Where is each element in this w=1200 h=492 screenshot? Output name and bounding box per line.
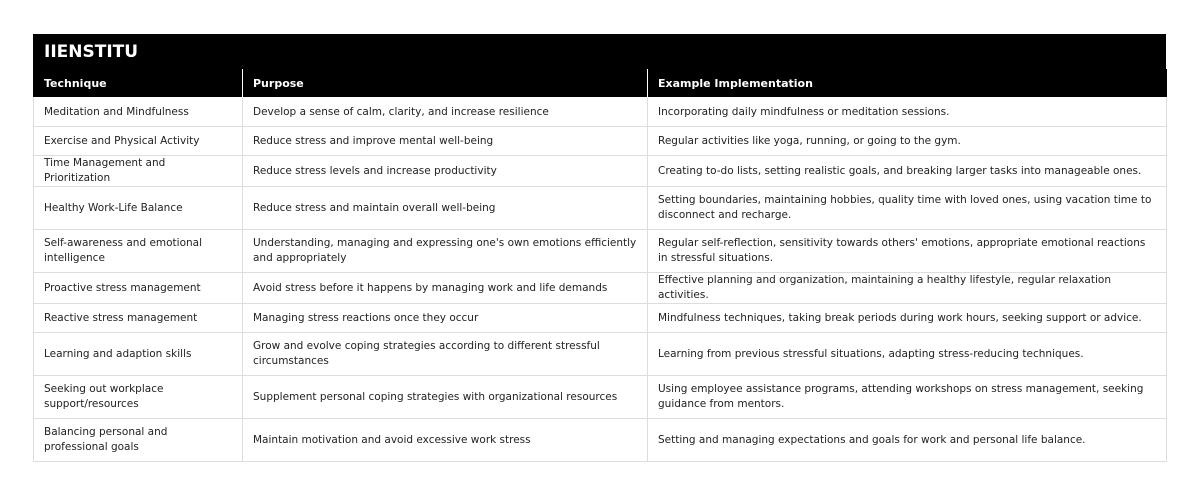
- example-cell: Regular activities like yoga, running, o…: [647, 126, 1167, 156]
- brand-title: IIENSTITU: [33, 34, 1166, 69]
- header-row: Technique Purpose Example Implementation: [33, 69, 1167, 98]
- technique-cell: Seeking out workplace support/resources: [33, 375, 243, 419]
- purpose-cell: Reduce stress levels and increase produc…: [242, 155, 648, 187]
- technique-cell: Balancing personal and professional goal…: [33, 418, 243, 462]
- column-header-example: Example Implementation: [647, 69, 1167, 98]
- technique-cell: Meditation and Mindfulness: [33, 97, 243, 127]
- table-row: Exercise and Physical Activity Reduce st…: [33, 126, 1167, 156]
- technique-cell: Self-awareness and emotional intelligenc…: [33, 229, 243, 273]
- purpose-cell: Supplement personal coping strategies wi…: [242, 375, 648, 419]
- column-header-technique: Technique: [33, 69, 243, 98]
- technique-cell: Healthy Work-Life Balance: [33, 186, 243, 230]
- techniques-table: Technique Purpose Example Implementation…: [33, 69, 1167, 462]
- table-row: Proactive stress management Avoid stress…: [33, 272, 1167, 304]
- purpose-cell: Grow and evolve coping strategies accord…: [242, 332, 648, 376]
- example-cell: Effective planning and organization, mai…: [647, 272, 1167, 304]
- table-row: Reactive stress management Managing stre…: [33, 303, 1167, 333]
- table-row: Healthy Work-Life Balance Reduce stress …: [33, 186, 1167, 230]
- example-cell: Setting boundaries, maintaining hobbies,…: [647, 186, 1167, 230]
- table-row: Time Management and Prioritization Reduc…: [33, 155, 1167, 187]
- example-cell: Mindfulness techniques, taking break per…: [647, 303, 1167, 333]
- example-cell: Using employee assistance programs, atte…: [647, 375, 1167, 419]
- table-row: Learning and adaption skills Grow and ev…: [33, 332, 1167, 376]
- technique-cell: Reactive stress management: [33, 303, 243, 333]
- purpose-cell: Reduce stress and improve mental well-be…: [242, 126, 648, 156]
- table-container: IIENSTITU Technique Purpose Example Impl…: [33, 34, 1167, 462]
- technique-cell: Proactive stress management: [33, 272, 243, 304]
- purpose-cell: Maintain motivation and avoid excessive …: [242, 418, 648, 462]
- example-cell: Setting and managing expectations and go…: [647, 418, 1167, 462]
- example-cell: Learning from previous stressful situati…: [647, 332, 1167, 376]
- table-row: Self-awareness and emotional intelligenc…: [33, 229, 1167, 273]
- table-row: Balancing personal and professional goal…: [33, 418, 1167, 462]
- example-cell: Regular self-reflection, sensitivity tow…: [647, 229, 1167, 273]
- purpose-cell: Develop a sense of calm, clarity, and in…: [242, 97, 648, 127]
- column-header-purpose: Purpose: [242, 69, 648, 98]
- table-row: Seeking out workplace support/resources …: [33, 375, 1167, 419]
- table-row: Meditation and Mindfulness Develop a sen…: [33, 97, 1167, 127]
- technique-cell: Learning and adaption skills: [33, 332, 243, 376]
- purpose-cell: Managing stress reactions once they occu…: [242, 303, 648, 333]
- purpose-cell: Reduce stress and maintain overall well-…: [242, 186, 648, 230]
- technique-cell: Exercise and Physical Activity: [33, 126, 243, 156]
- purpose-cell: Avoid stress before it happens by managi…: [242, 272, 648, 304]
- example-cell: Incorporating daily mindfulness or medit…: [647, 97, 1167, 127]
- technique-cell: Time Management and Prioritization: [33, 155, 243, 187]
- purpose-cell: Understanding, managing and expressing o…: [242, 229, 648, 273]
- example-cell: Creating to-do lists, setting realistic …: [647, 155, 1167, 187]
